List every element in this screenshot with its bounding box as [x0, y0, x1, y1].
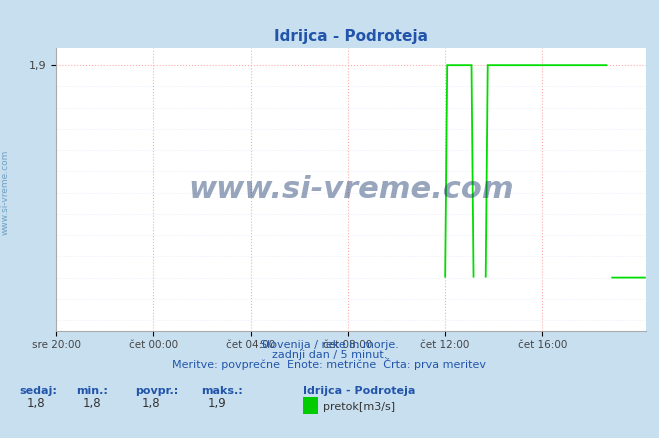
- Text: Meritve: povprečne  Enote: metrične  Črta: prva meritev: Meritve: povprečne Enote: metrične Črta:…: [173, 358, 486, 371]
- Text: min.:: min.:: [76, 386, 107, 396]
- Text: www.si-vreme.com: www.si-vreme.com: [188, 175, 514, 204]
- Text: 1,9: 1,9: [208, 397, 226, 410]
- Text: Idrijca - Podroteja: Idrijca - Podroteja: [303, 386, 416, 396]
- Text: zadnji dan / 5 minut.: zadnji dan / 5 minut.: [272, 350, 387, 360]
- Text: 1,8: 1,8: [82, 397, 101, 410]
- Text: pretok[m3/s]: pretok[m3/s]: [323, 403, 395, 412]
- Title: Idrijca - Podroteja: Idrijca - Podroteja: [274, 29, 428, 44]
- Text: maks.:: maks.:: [201, 386, 243, 396]
- Text: www.si-vreme.com: www.si-vreme.com: [1, 150, 10, 235]
- Text: 1,8: 1,8: [26, 397, 45, 410]
- Text: Slovenija / reke in morje.: Slovenija / reke in morje.: [260, 340, 399, 350]
- Text: povpr.:: povpr.:: [135, 386, 179, 396]
- Text: sedaj:: sedaj:: [20, 386, 57, 396]
- Text: 1,8: 1,8: [142, 397, 160, 410]
